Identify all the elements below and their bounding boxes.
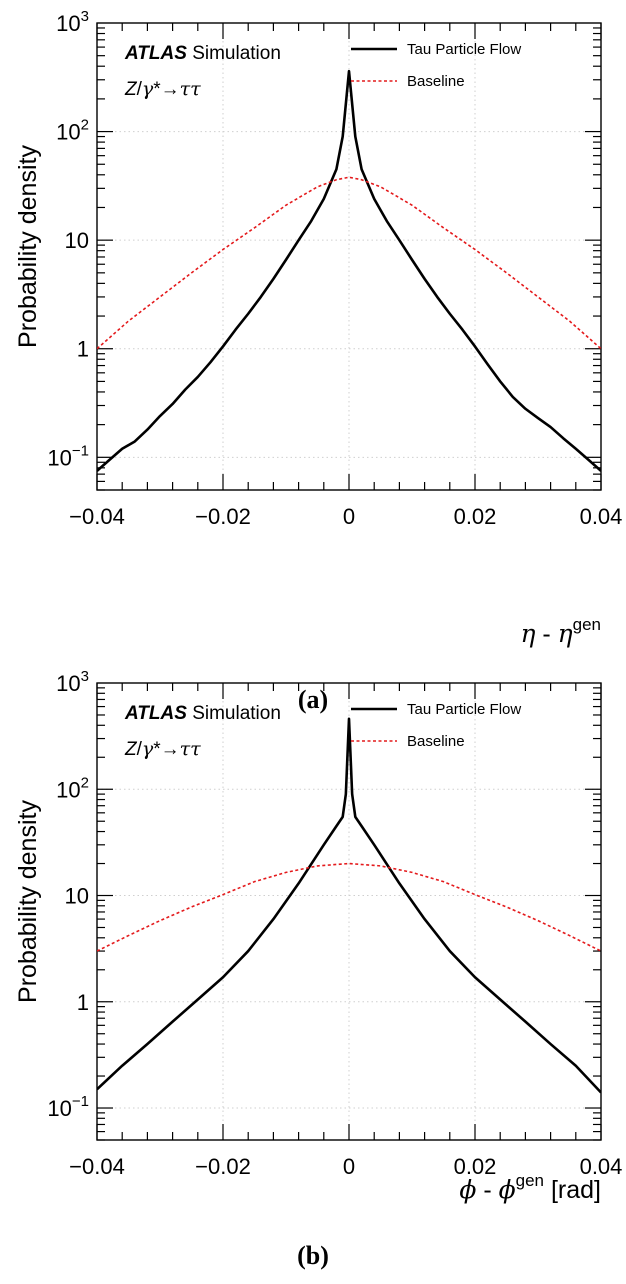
y-tick-label: 102 [56, 117, 89, 145]
legend-label: Tau Particle Flow [407, 701, 521, 718]
x-axis-label: η - ηgen [520, 615, 601, 648]
panel-label: (a) [298, 685, 328, 714]
x-axis-label: ϕ - ϕgen [rad] [459, 1171, 601, 1204]
process-label: Z/γ*→ττ [124, 78, 201, 100]
legend-label: Baseline [407, 73, 465, 90]
y-tick-label: 1 [77, 990, 89, 1015]
x-tick-label: −0.02 [195, 1154, 251, 1179]
y-tick-label: 10−1 [47, 1093, 89, 1121]
chart-panel-a: −0.04 −0.02 0 0.02 0.04 10−1 1 10 102 103 Probabil… [14, 8, 622, 714]
x-tick-label: 0 [343, 1154, 355, 1179]
y-tick-label: 10 [65, 884, 89, 909]
y-axis-label: Probability density [14, 800, 42, 1003]
x-tick-label: −0.04 [69, 504, 125, 529]
series-line-baseline [97, 176, 601, 350]
y-tick-label: 103 [56, 8, 89, 36]
x-tick-label: 0.02 [454, 504, 497, 529]
y-tick-label: 102 [56, 774, 89, 802]
x-tick-label: 0.02 [454, 1154, 497, 1179]
atlas-label: ATLAS Simulation [124, 43, 281, 64]
series-line-tau-particle-flow [97, 69, 601, 472]
y-tick-label: 103 [56, 668, 89, 696]
panel-label: (b) [297, 1241, 329, 1270]
atlas-label: ATLAS Simulation [124, 703, 281, 724]
x-tick-label: 0.04 [580, 1154, 623, 1179]
x-tick-label: 0 [343, 504, 355, 529]
chart-panel-b: −0.04 −0.02 0 0.02 0.04 10−1 1 10 102 103 Probabil… [14, 668, 622, 1270]
legend-label: Baseline [407, 733, 465, 750]
x-tick-label: 0.04 [580, 504, 623, 529]
y-tick-label: 10−1 [47, 442, 89, 470]
x-tick-label: −0.04 [69, 1154, 125, 1179]
legend-label: Tau Particle Flow [407, 41, 521, 58]
series-line-tau-particle-flow [97, 717, 601, 1094]
y-axis-label: Probability density [14, 145, 42, 348]
process-label: Z/γ*→ττ [124, 738, 201, 760]
x-tick-label: −0.02 [195, 504, 251, 529]
y-tick-label: 10 [65, 228, 89, 253]
y-tick-label: 1 [77, 337, 89, 362]
